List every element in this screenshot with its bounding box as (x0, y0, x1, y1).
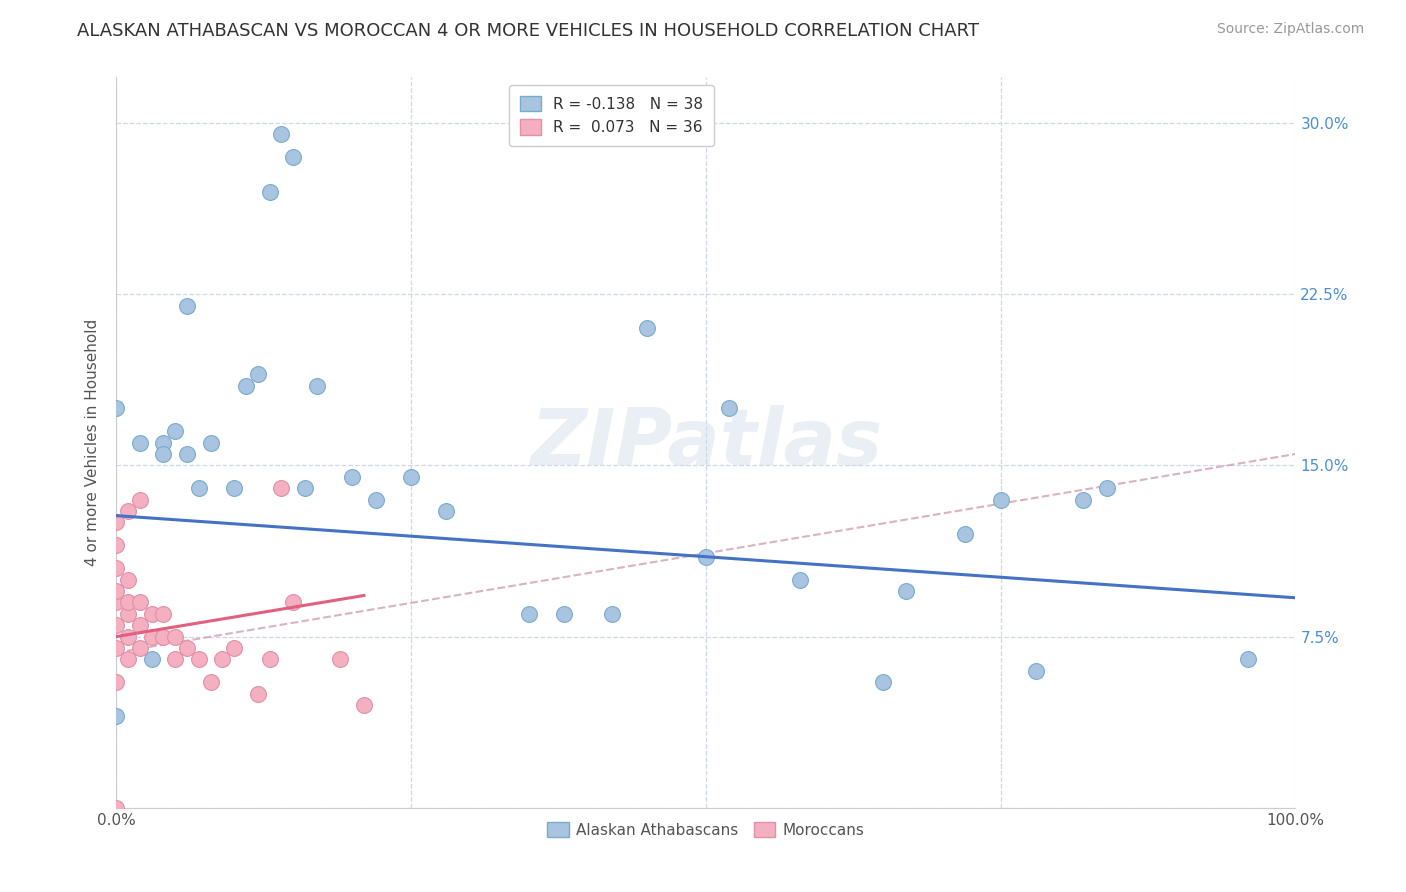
Point (176, 640, 198, 655)
Point (636, 321, 658, 335)
Point (259, 185, 281, 199)
Point (141, 630, 163, 644)
Point (353, 698, 375, 712)
Point (128, 640, 150, 655)
Point (200, 675, 222, 690)
Point (152, 435, 174, 450)
Point (117, 652, 139, 666)
Point (105, 401, 128, 416)
Point (281, 150, 304, 164)
Point (105, 640, 128, 655)
Point (211, 652, 233, 666)
Point (259, 652, 281, 666)
Point (990, 492, 1012, 507)
Point (105, 583, 128, 598)
Point (117, 504, 139, 518)
Point (176, 299, 198, 313)
Point (165, 424, 187, 438)
Point (340, 470, 363, 484)
Text: ALASKAN ATHABASCAN VS MOROCCAN 4 OR MORE VEHICLES IN HOUSEHOLD CORRELATION CHART: ALASKAN ATHABASCAN VS MOROCCAN 4 OR MORE… (77, 22, 980, 40)
Point (152, 630, 174, 644)
Point (105, 618, 128, 632)
Point (270, 481, 292, 495)
Point (246, 367, 269, 381)
Point (600, 607, 623, 621)
Point (141, 607, 163, 621)
Point (200, 435, 222, 450)
Point (270, 128, 292, 142)
Point (789, 573, 811, 587)
Point (294, 481, 316, 495)
Point (117, 573, 139, 587)
Point (152, 607, 174, 621)
Point (117, 630, 139, 644)
Point (224, 640, 246, 655)
Point (165, 630, 187, 644)
Point (187, 652, 209, 666)
Y-axis label: 4 or more Vehicles in Household: 4 or more Vehicles in Household (86, 319, 100, 566)
Point (105, 595, 128, 609)
Point (117, 607, 139, 621)
Point (128, 618, 150, 632)
Point (117, 595, 139, 609)
Point (128, 595, 150, 609)
Point (1071, 492, 1094, 507)
Point (141, 652, 163, 666)
Point (1095, 481, 1118, 495)
Point (695, 549, 717, 564)
Point (305, 378, 328, 392)
Point (1237, 652, 1260, 666)
Text: ZIPatlas: ZIPatlas (530, 405, 882, 481)
Point (872, 675, 894, 690)
Point (152, 447, 174, 461)
Point (105, 801, 128, 815)
Point (553, 607, 575, 621)
Legend: Alaskan Athabascans, Moroccans: Alaskan Athabascans, Moroccans (541, 815, 870, 844)
Point (517, 607, 540, 621)
Point (246, 687, 269, 701)
Text: Source: ZipAtlas.com: Source: ZipAtlas.com (1216, 22, 1364, 37)
Point (399, 470, 422, 484)
Point (176, 447, 198, 461)
Point (187, 481, 209, 495)
Point (224, 481, 246, 495)
Point (235, 378, 257, 392)
Point (105, 561, 128, 575)
Point (128, 492, 150, 507)
Point (165, 652, 187, 666)
Point (436, 504, 458, 518)
Point (955, 527, 977, 541)
Point (128, 435, 150, 450)
Point (281, 595, 304, 609)
Point (329, 652, 352, 666)
Point (896, 583, 918, 598)
Point (364, 492, 387, 507)
Point (105, 538, 128, 552)
Point (105, 709, 128, 723)
Point (718, 401, 741, 416)
Point (105, 516, 128, 530)
Point (1025, 664, 1047, 678)
Point (105, 675, 128, 690)
